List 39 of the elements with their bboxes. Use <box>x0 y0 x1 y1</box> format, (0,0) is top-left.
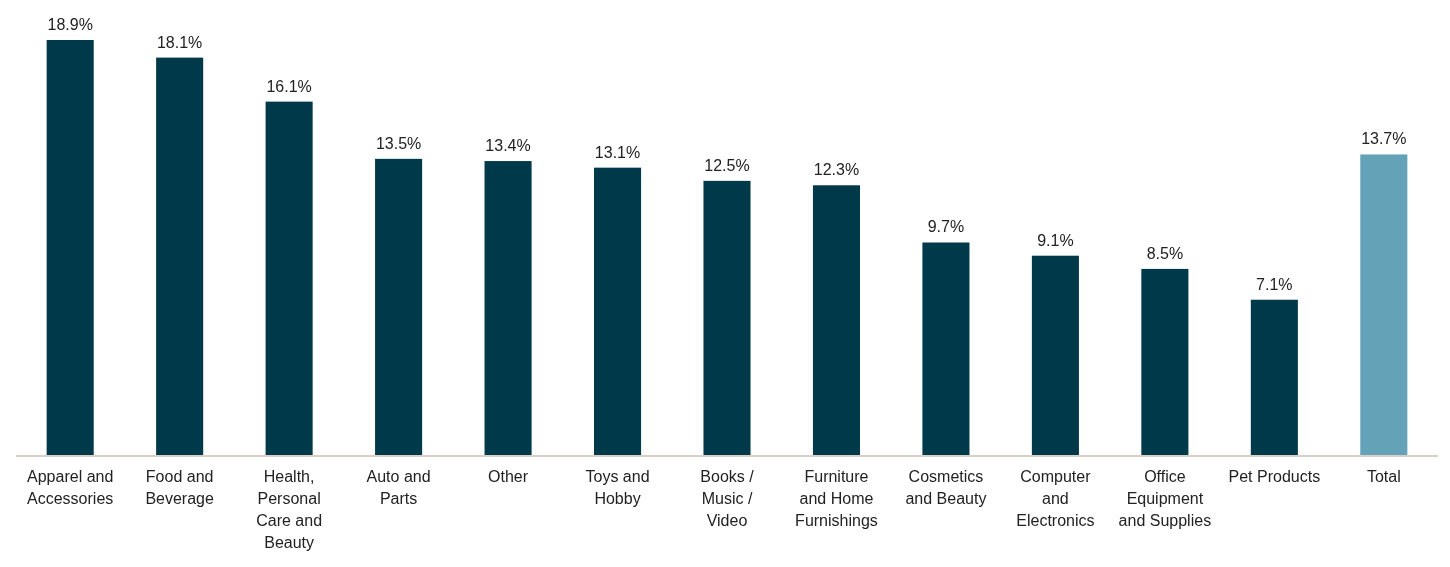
x-tick-label: Other <box>488 468 529 485</box>
bar <box>1031 255 1079 456</box>
bar <box>1360 154 1408 456</box>
bar <box>484 161 532 456</box>
bar <box>594 167 642 456</box>
data-label: 18.1% <box>156 33 203 51</box>
x-tick-label: Furniture and Home Furnishings <box>795 468 878 529</box>
data-label: 13.1% <box>594 143 641 161</box>
bar <box>375 158 423 456</box>
data-label: 9.1% <box>1037 231 1074 249</box>
bar <box>46 40 94 456</box>
x-tick-label: Cosmetics and Beauty <box>905 468 987 507</box>
data-label: 12.3% <box>813 161 860 179</box>
data-label: 13.7% <box>1361 130 1407 148</box>
x-tick-label: Books / Music / Video <box>700 468 755 529</box>
bar <box>703 180 751 456</box>
x-tick-label: Toys and Hobby <box>585 468 650 507</box>
x-tick-label: Apparel and Accessories <box>27 468 114 507</box>
bar <box>1141 268 1189 456</box>
bar <box>265 101 313 456</box>
data-label: 9.7% <box>927 218 965 236</box>
x-tick-label: Health, Personal Care and Beauty <box>256 468 323 551</box>
x-tick-label: Food and Beverage <box>145 468 214 507</box>
x-tick-label: Auto and Parts <box>366 468 431 507</box>
data-label: 18.9% <box>47 16 93 33</box>
data-label: 13.4% <box>485 137 531 155</box>
bar <box>922 242 970 456</box>
bar <box>1250 299 1298 456</box>
data-label: 16.1% <box>266 77 312 95</box>
x-tick-label: Office Equipment and Supplies <box>1118 468 1212 529</box>
x-tick-label: Total <box>1366 468 1401 485</box>
x-tick-label: Pet Products <box>1228 468 1321 485</box>
x-tick-label: Computer and Electronics <box>1016 468 1095 529</box>
bar <box>812 185 860 456</box>
data-label: 13.5% <box>375 134 422 152</box>
data-label: 8.5% <box>1146 244 1184 262</box>
bar <box>156 57 204 456</box>
data-label: 12.5% <box>704 156 750 174</box>
data-label: 7.1% <box>1256 275 1293 293</box>
